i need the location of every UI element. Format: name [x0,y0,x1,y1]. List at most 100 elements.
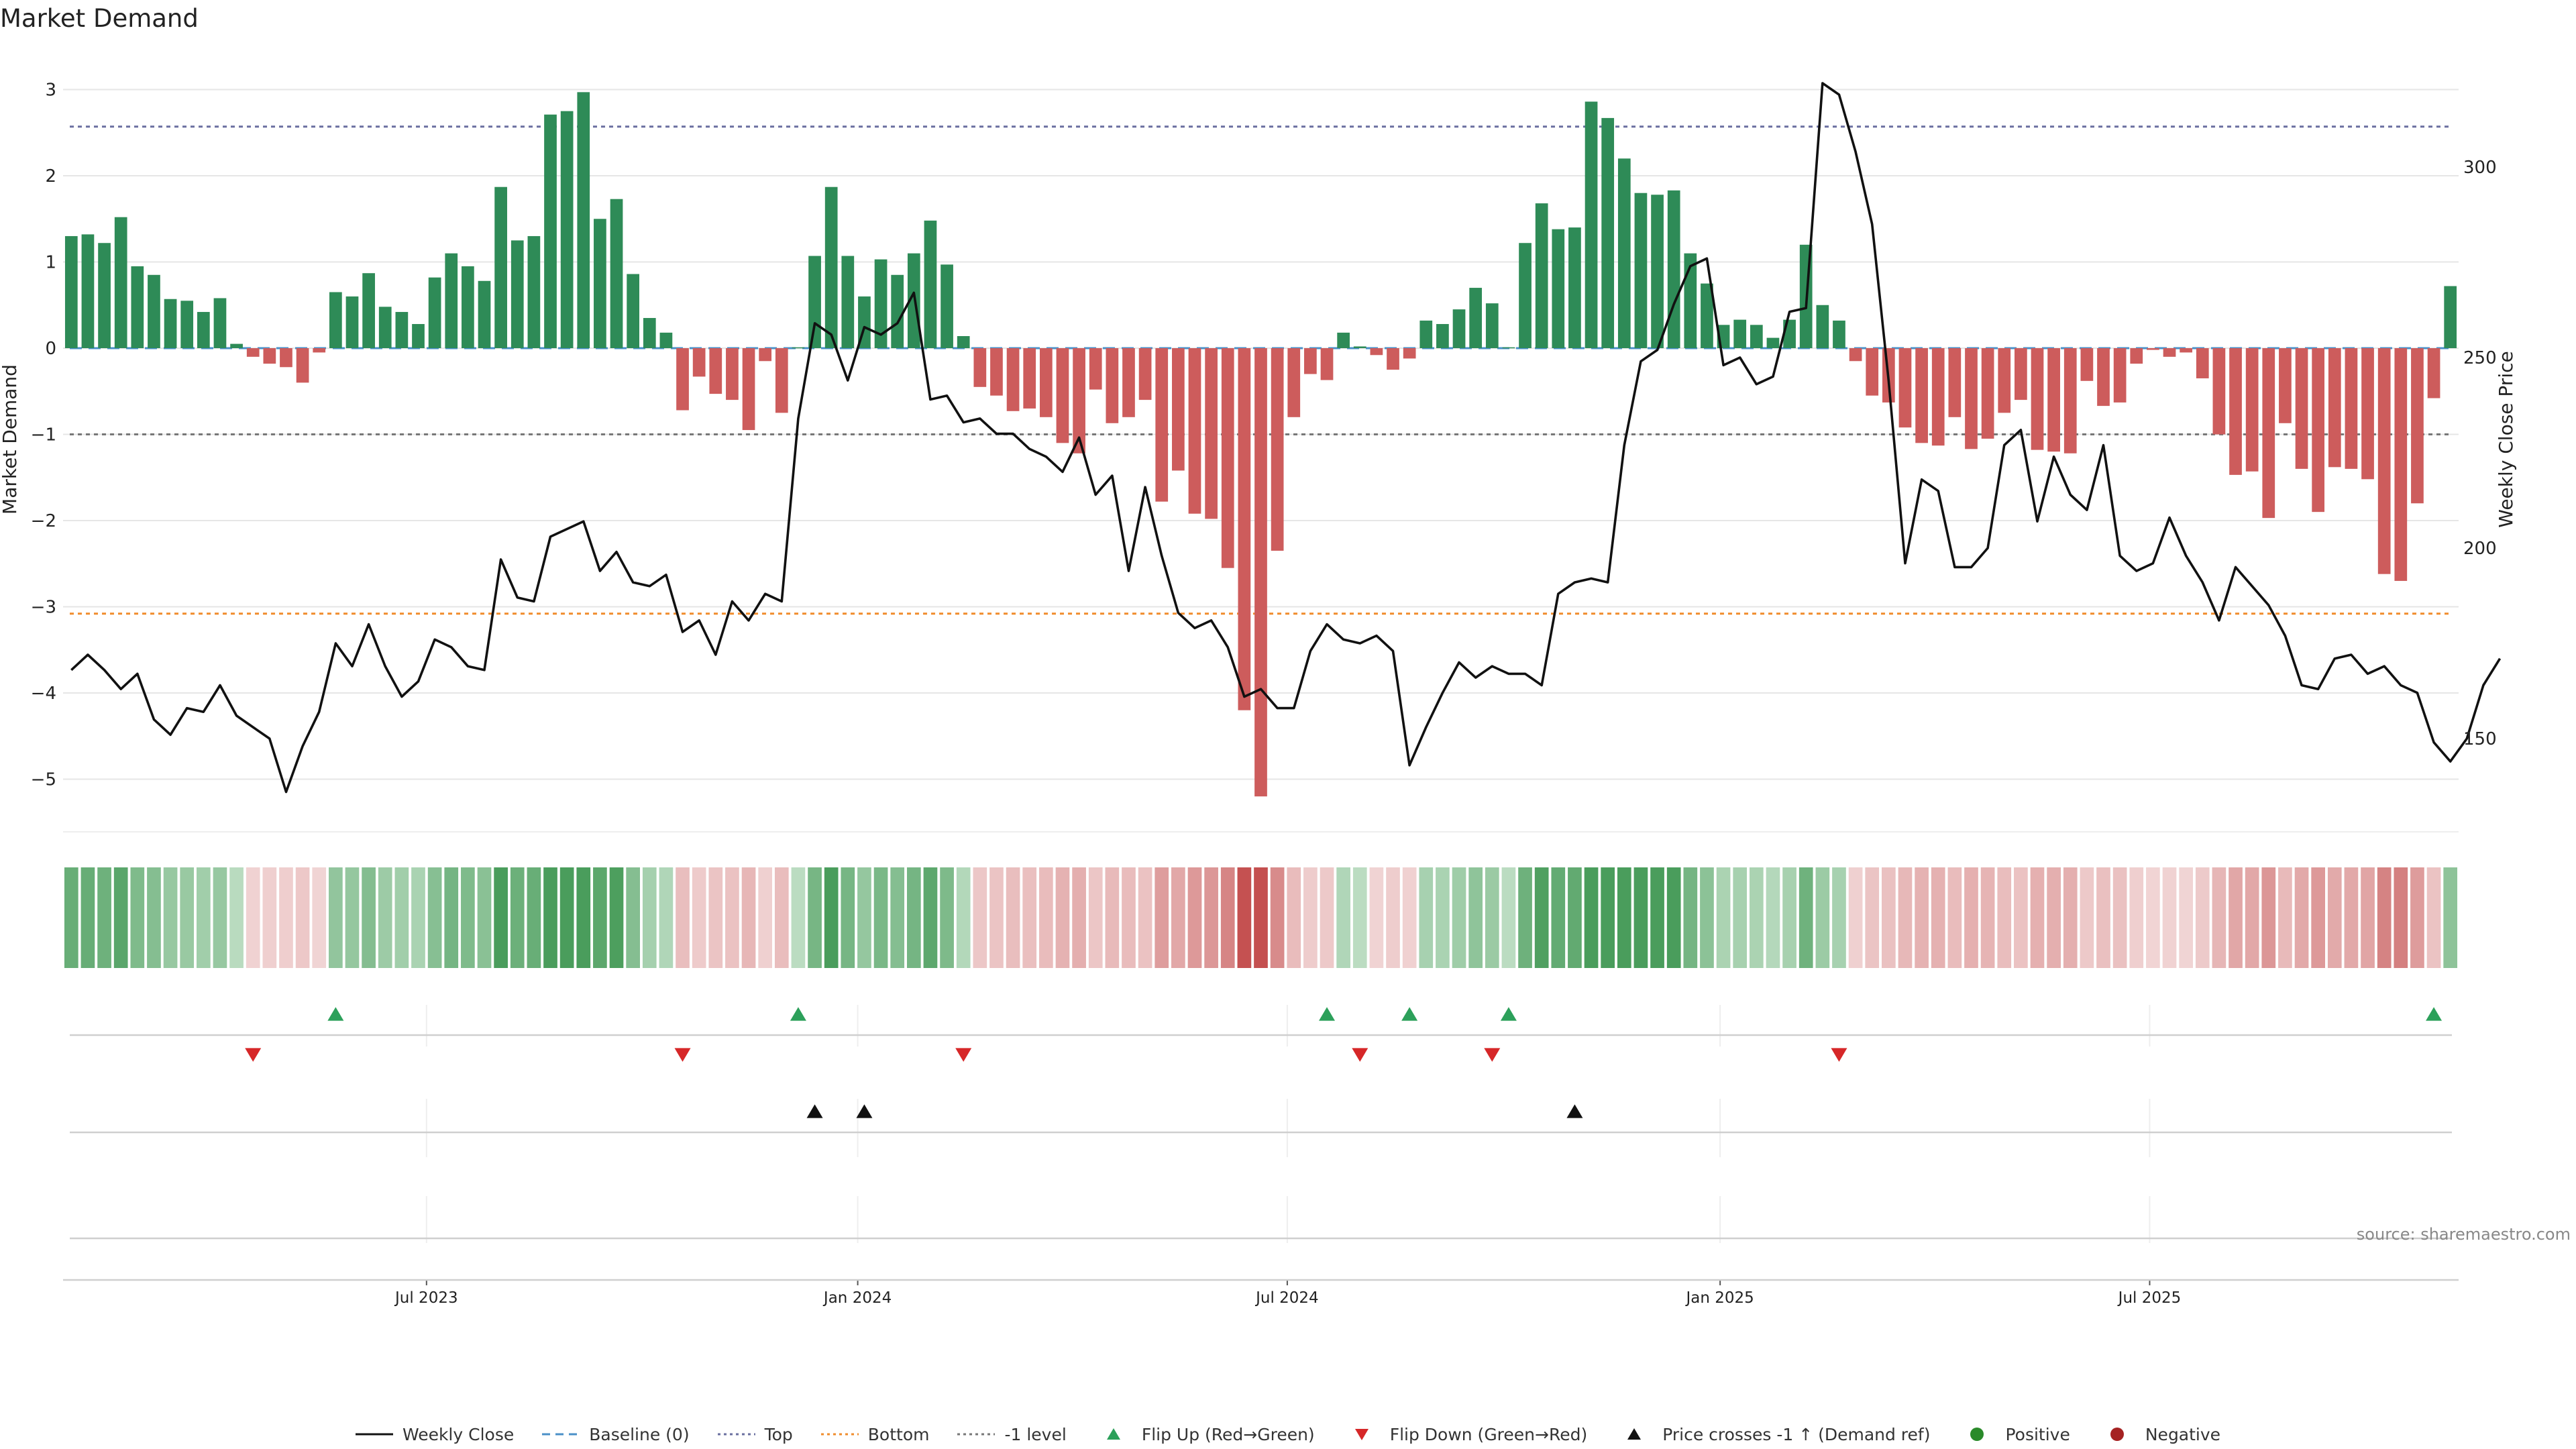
heat-strip-cell [1155,867,1169,968]
chart-title: Market Demand [0,4,199,33]
demand-bar [692,348,706,377]
heat-strip-cell [1220,867,1235,968]
legend-label: Flip Down (Green→Red) [1389,1424,1588,1444]
heat-strip-cell [956,867,971,968]
heat-strip-cell [1865,867,1880,968]
demand-bar [2063,348,2077,453]
heat-strip-cell [923,867,938,968]
heat-strip-cell [2195,867,2210,968]
heat-strip-cell [1749,867,1764,968]
heat-strip-cell [1452,867,1466,968]
demand-bar [1188,348,1201,514]
demand-bar [1006,348,1020,411]
heat-strip-cell [1038,867,1053,968]
demand-bar [759,348,772,362]
heat-strip-cell [229,867,244,968]
flip-up-marker [2426,1007,2443,1021]
demand-bar [1138,348,1152,400]
demand-bar [213,298,227,348]
chart-legend: Weekly Close Baseline (0) Top Bottom -1 leve… [0,1421,2576,1448]
heat-strip-cell [2212,867,2226,968]
demand-bar [2180,348,2193,353]
heat-strip-cell [427,867,442,968]
heat-strip-cell [1122,867,1136,968]
heat-strip-cell [2229,867,2243,968]
heat-strip-cell [1799,867,1813,968]
heat-strip-cell [2063,867,2078,968]
demand-bar [1172,348,1185,471]
demand-bar [2345,348,2358,469]
x-tick-label: Jan 2024 [822,1289,892,1307]
demand-bar [709,348,722,394]
demand-bar [412,324,425,348]
demand-bar [180,301,194,348]
heat-strip-cell [559,867,574,968]
triangle-down-icon [1354,1429,1368,1440]
demand-bar [1585,101,1598,349]
legend-label: Baseline (0) [589,1424,690,1444]
heat-strip-cell [1666,867,1681,968]
flip-up-marker [1319,1007,1336,1021]
heat-strip-cell [130,867,145,968]
price-cross-marker [856,1104,873,1118]
demand-bar [841,256,855,348]
heat-strip-cell [1633,867,1648,968]
y-tick-label: −3 [31,598,56,618]
heat-strip-cell [2146,867,2160,968]
demand-bar [1667,190,1680,348]
demand-bar [1320,348,1334,380]
heat-strip-cell [64,867,78,968]
heat-strip-cell [857,867,871,968]
heat-strip-cell [989,867,1004,968]
legend-item: Price crosses -1 ↑ (Demand ref) [1615,1425,1930,1444]
heat-strip-cell [1270,867,1285,968]
demand-bar [313,348,326,353]
heat-strip-cell [1733,867,1748,968]
heat-strip-cell [593,867,607,968]
heat-strip-cell [246,867,260,968]
y-tick-label: −2 [31,511,56,531]
heat-strip-cell [659,867,674,968]
demand-bar [2015,348,2027,400]
heat-strip-cell [2278,867,2292,968]
flip-down-marker [674,1048,691,1062]
demand-bar [1023,348,1036,409]
demand-bar [1337,332,1350,348]
heat-strip-cell [2361,867,2375,968]
y2-tick-label: 200 [2463,539,2497,559]
y2-tick-label: 300 [2463,158,2497,178]
demand-bar [874,259,888,348]
heat-strip-cell [1832,867,1846,968]
y-tick-label: 0 [45,339,56,359]
heat-strip-cell [1369,867,1384,968]
heat-strip-cell [461,867,475,968]
heat-strip-cell [1320,867,1334,968]
legend-item: Top [717,1425,793,1444]
demand-bar [2229,348,2242,475]
heat-strip-cell [1815,867,1830,968]
heat-strip-cell [2394,867,2408,968]
heat-strip-cell [213,867,227,968]
y2-tick-label: 150 [2463,729,2497,749]
demand-bar [1733,319,1747,348]
heat-strip-cell [180,867,195,968]
demand-bar [676,348,689,411]
demand-bar [527,235,541,348]
heat-strip-cell [1947,867,1962,968]
heat-strip-cell [973,867,987,968]
heat-strip-cell [841,867,855,968]
heat-strip-cell [1931,867,1945,968]
y2-tick-label: 250 [2463,348,2497,368]
heat-strip-cell [708,867,723,968]
demand-bar [2361,348,2374,480]
heat-strip-cell [642,867,657,968]
heat-strip-cell [1436,867,1450,968]
demand-bar [1568,227,1581,348]
heat-strip-cell [2410,867,2424,968]
demand-bar [2262,348,2275,519]
flip-down-marker [1352,1048,1368,1062]
legend-item: Flip Up (Red→Green) [1095,1425,1315,1444]
demand-bar [378,307,392,348]
demand-bar [280,348,292,368]
demand-bar [478,280,491,348]
